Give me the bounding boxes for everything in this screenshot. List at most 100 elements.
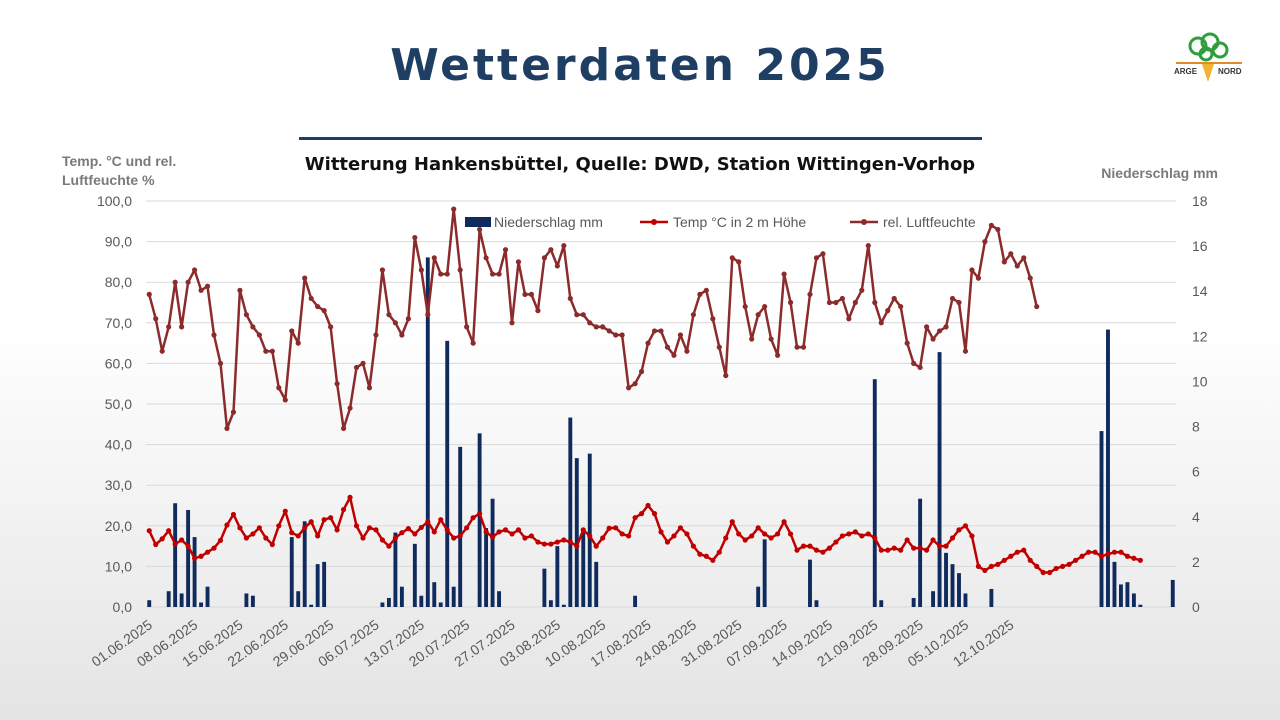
temp-point bbox=[256, 525, 262, 531]
humidity-point bbox=[198, 287, 204, 293]
temp-point bbox=[671, 533, 677, 539]
y-tick-label: 10,0 bbox=[105, 558, 132, 574]
humidity-point bbox=[392, 320, 399, 326]
temp-point bbox=[1092, 549, 1098, 555]
humidity-point bbox=[742, 303, 748, 310]
precip-bar bbox=[425, 257, 430, 607]
precip-bar bbox=[205, 586, 210, 607]
temp-point bbox=[826, 545, 833, 551]
legend-swatch-precip bbox=[465, 217, 491, 227]
humidity-point bbox=[949, 295, 956, 302]
humidity-point bbox=[289, 328, 295, 334]
temp-point bbox=[943, 543, 949, 549]
temp-point bbox=[677, 525, 684, 531]
y-tick-label: 60,0 bbox=[105, 355, 132, 371]
humidity-point bbox=[697, 291, 703, 297]
humidity-point bbox=[1027, 275, 1033, 281]
precip-bar bbox=[1106, 329, 1110, 607]
humidity-point bbox=[846, 316, 852, 322]
temp-point bbox=[166, 528, 172, 534]
humidity-point bbox=[412, 234, 418, 241]
temp-point bbox=[1079, 553, 1085, 559]
humidity-point bbox=[988, 222, 994, 228]
humidity-point bbox=[373, 332, 379, 338]
humidity-point bbox=[794, 344, 800, 350]
legend-label: Niederschlag mm bbox=[494, 214, 603, 230]
temp-point bbox=[956, 527, 962, 533]
temp-point bbox=[690, 543, 696, 549]
temp-point bbox=[1008, 553, 1014, 559]
temp-point bbox=[1066, 561, 1072, 567]
temp-point bbox=[839, 533, 845, 539]
temp-point bbox=[541, 541, 547, 547]
temp-point bbox=[606, 525, 612, 531]
temp-point bbox=[418, 524, 424, 531]
temp-point bbox=[859, 533, 865, 539]
temp-point bbox=[988, 563, 994, 570]
precip-bar bbox=[963, 593, 968, 607]
humidity-point bbox=[515, 259, 522, 265]
temp-point bbox=[224, 522, 230, 528]
precip-bar bbox=[244, 593, 249, 607]
precip-bar bbox=[1170, 579, 1175, 607]
temp-point bbox=[729, 519, 735, 525]
humidity-point bbox=[457, 267, 463, 273]
humidity-point bbox=[749, 336, 755, 342]
temp-point bbox=[444, 527, 450, 533]
temp-point bbox=[1014, 549, 1020, 555]
humidity-point bbox=[664, 344, 671, 350]
temp-point bbox=[600, 535, 606, 541]
temp-point bbox=[217, 537, 224, 544]
precip-bar bbox=[989, 588, 994, 607]
y-axis-title-line: Temp. °C und rel. bbox=[62, 153, 177, 169]
humidity-point bbox=[574, 312, 580, 318]
temp-point bbox=[237, 525, 243, 531]
temp-point bbox=[159, 536, 165, 542]
temp-point bbox=[1034, 563, 1040, 570]
y2-tick-label: 8 bbox=[1192, 419, 1200, 435]
precip-bar bbox=[386, 597, 391, 607]
humidity-point bbox=[593, 324, 599, 330]
humidity-point bbox=[399, 332, 405, 338]
y2-tick-label: 14 bbox=[1192, 283, 1208, 299]
humidity-point bbox=[321, 308, 327, 314]
legend-marker-temp bbox=[651, 219, 657, 225]
precip-bar bbox=[756, 586, 761, 607]
humidity-point bbox=[645, 340, 651, 346]
temp-point bbox=[917, 545, 923, 551]
humidity-point bbox=[541, 255, 547, 261]
temp-point bbox=[833, 539, 839, 545]
precip-bar bbox=[911, 597, 916, 607]
precip-bar bbox=[497, 591, 501, 607]
chart-title: Witterung Hankensbüttel, Quelle: DWD, St… bbox=[304, 154, 976, 175]
y2-tick-label: 2 bbox=[1192, 554, 1200, 570]
humidity-point bbox=[379, 267, 386, 273]
temp-point bbox=[477, 511, 483, 517]
precip-bar bbox=[393, 532, 398, 607]
precip-bar bbox=[879, 600, 884, 607]
humidity-point bbox=[775, 352, 781, 358]
precip-bar bbox=[445, 340, 450, 607]
humidity-point bbox=[250, 324, 256, 330]
humidity-point bbox=[328, 324, 334, 330]
temp-point bbox=[263, 535, 269, 541]
humidity-point bbox=[755, 312, 761, 318]
precip-bar bbox=[250, 595, 255, 607]
precip-bar bbox=[574, 458, 579, 607]
precip-bar bbox=[931, 591, 936, 607]
precip-bar bbox=[1112, 561, 1117, 607]
humidity-point bbox=[263, 348, 269, 354]
precip-bar bbox=[542, 568, 547, 607]
humidity-point bbox=[308, 295, 314, 302]
humidity-point bbox=[502, 247, 509, 253]
temp-point bbox=[898, 547, 904, 553]
y-tick-label: 90,0 bbox=[105, 234, 132, 250]
humidity-point bbox=[1001, 259, 1007, 265]
humidity-point bbox=[723, 372, 729, 379]
title-divider bbox=[299, 137, 982, 140]
humidity-point bbox=[677, 332, 684, 338]
temp-point bbox=[269, 541, 275, 548]
temp-point bbox=[489, 534, 496, 540]
humidity-point bbox=[865, 243, 871, 249]
